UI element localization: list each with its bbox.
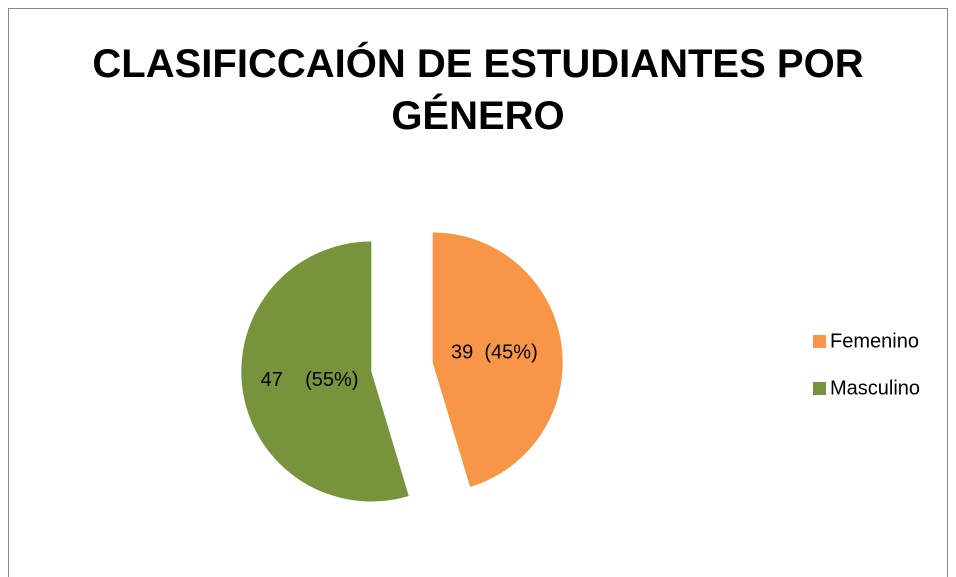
legend-label: Masculino — [830, 377, 920, 399]
pie-slice — [432, 232, 563, 487]
chart-border — [8, 8, 948, 577]
data-label: 47 (55%) — [261, 369, 359, 391]
pie-slice — [241, 241, 409, 502]
chart-title: CLASIFICCAIÓN DE ESTUDIANTES POR GÉNERO — [92, 42, 864, 138]
data-label: 39 (45%) — [451, 342, 538, 364]
legend-swatch — [813, 382, 826, 395]
legend-label: Femenino — [830, 330, 919, 352]
legend-swatch — [813, 335, 826, 348]
